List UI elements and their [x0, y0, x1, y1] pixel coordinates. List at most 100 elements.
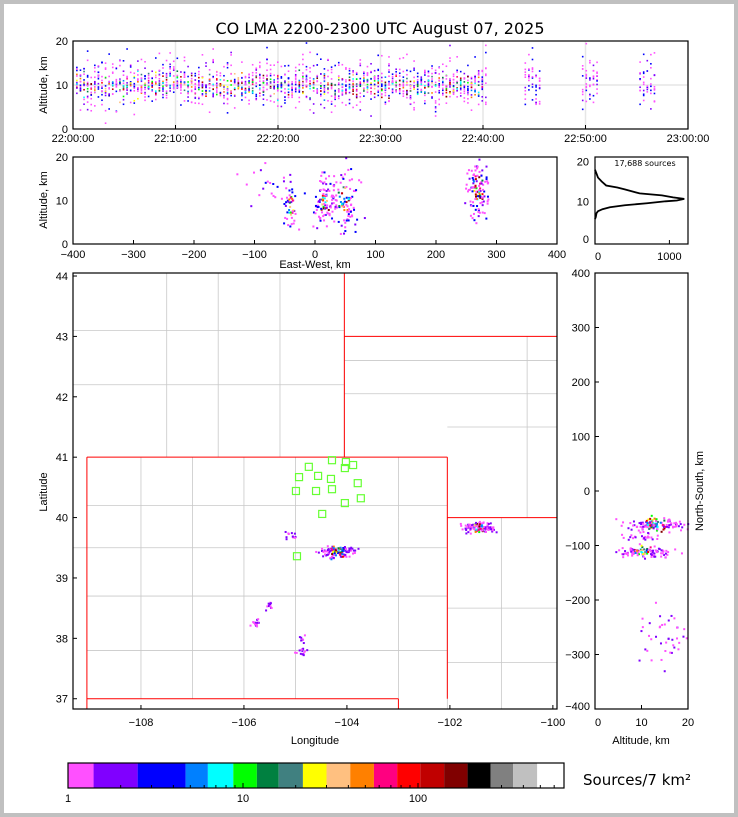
colorbar-bin: [537, 763, 564, 788]
ew-source-point: [318, 198, 321, 201]
time-source-point: [438, 73, 441, 75]
ew-source-point: [479, 202, 482, 205]
time-source-point: [359, 62, 362, 65]
time-source-point: [531, 70, 534, 73]
ew-source-point: [332, 185, 335, 188]
ew-source-point: [483, 190, 486, 193]
time-source-point: [363, 81, 365, 84]
ew-source-point: [346, 209, 349, 212]
time-source-point: [237, 85, 240, 87]
ns-source-point: [632, 524, 635, 527]
time-source-point: [273, 101, 275, 103]
ns-source-point: [637, 529, 640, 532]
ew-source-point: [472, 212, 475, 215]
time-source-point: [233, 87, 236, 89]
ew-source-point: [314, 204, 317, 207]
time-source-point: [287, 88, 290, 91]
time-source-point: [187, 65, 189, 68]
ns-source-point: [677, 525, 680, 528]
time-source-point: [463, 97, 466, 99]
time-source-point: [280, 85, 283, 88]
ew-source-point: [320, 174, 323, 177]
time-source-point: [255, 97, 258, 100]
time-source-point: [406, 69, 408, 72]
lat-tick-label: 42: [56, 392, 68, 404]
time-source-point: [639, 89, 641, 92]
map-source-point: [256, 625, 259, 628]
time-source-point: [431, 67, 433, 70]
time-source-point: [194, 92, 197, 94]
ew-source-point: [335, 204, 338, 207]
time-source-point: [391, 90, 394, 93]
time-source-point: [445, 91, 448, 94]
time-source-point: [434, 91, 437, 93]
time-source-point: [413, 101, 415, 104]
ns-source-point: [640, 523, 643, 526]
time-source-point: [352, 74, 354, 76]
time-source-point: [172, 84, 175, 87]
ew-source-point: [321, 171, 324, 174]
map-source-point: [477, 526, 480, 529]
time-source-point: [305, 74, 308, 77]
time-source-point: [126, 75, 128, 78]
ew-source-point: [282, 176, 285, 179]
time-source-point: [355, 95, 358, 98]
time-source-point: [391, 80, 394, 82]
time-source-point: [449, 86, 451, 88]
time-source-point: [352, 87, 354, 89]
ns-source-point: [646, 536, 649, 539]
ns-tick-label: −100: [565, 541, 590, 553]
map-source-point: [322, 555, 325, 558]
ns-source-point: [654, 601, 657, 604]
time-source-point: [158, 77, 161, 80]
time-source-point: [201, 83, 204, 86]
time-source-point: [345, 79, 347, 81]
time-source-point: [363, 71, 365, 73]
ns-source-point: [635, 549, 638, 552]
map-source-point: [473, 524, 476, 527]
time-source-point: [241, 94, 243, 97]
time-source-point: [592, 64, 595, 67]
time-source-point: [309, 51, 311, 54]
lma-station-marker: [340, 498, 349, 508]
ns-source-point: [667, 520, 670, 523]
ew-source-point: [478, 195, 481, 198]
map-source-point: [481, 527, 484, 530]
time-source-point: [431, 85, 433, 88]
time-source-point: [427, 84, 430, 87]
time-source-point: [531, 86, 534, 88]
map-source-point: [285, 536, 288, 539]
map-source-point: [294, 536, 297, 539]
time-source-point: [402, 85, 405, 87]
time-source-point: [467, 90, 469, 93]
ns-source-point: [641, 548, 644, 551]
time-source-point: [477, 95, 480, 97]
ew-source-point: [333, 175, 336, 178]
time-source-point: [291, 89, 293, 91]
ns-source-point: [641, 546, 644, 549]
time-source-point: [535, 84, 537, 87]
ns-source-point: [637, 553, 640, 556]
map-source-point: [300, 636, 303, 639]
time-source-point: [137, 80, 139, 83]
time-source-point: [255, 93, 258, 96]
time-source-point: [126, 84, 128, 87]
time-source-point: [294, 88, 297, 90]
ns-source-point: [642, 522, 645, 525]
ns-source-point: [648, 622, 651, 625]
time-source-point: [639, 86, 641, 89]
time-source-point: [323, 91, 326, 93]
time-source-point: [219, 84, 222, 87]
ew-source-point: [466, 172, 469, 175]
lma-station-marker: [327, 456, 337, 465]
time-source-point: [137, 88, 139, 90]
time-source-point: [83, 67, 85, 70]
time-source-point: [223, 91, 225, 93]
time-source-point: [169, 67, 171, 70]
time-source-point: [452, 93, 455, 96]
time-source-point: [269, 81, 272, 83]
map-source-point: [484, 526, 487, 529]
time-source-point: [377, 85, 380, 88]
time-source-point: [485, 96, 487, 99]
time-source-point: [248, 87, 250, 90]
